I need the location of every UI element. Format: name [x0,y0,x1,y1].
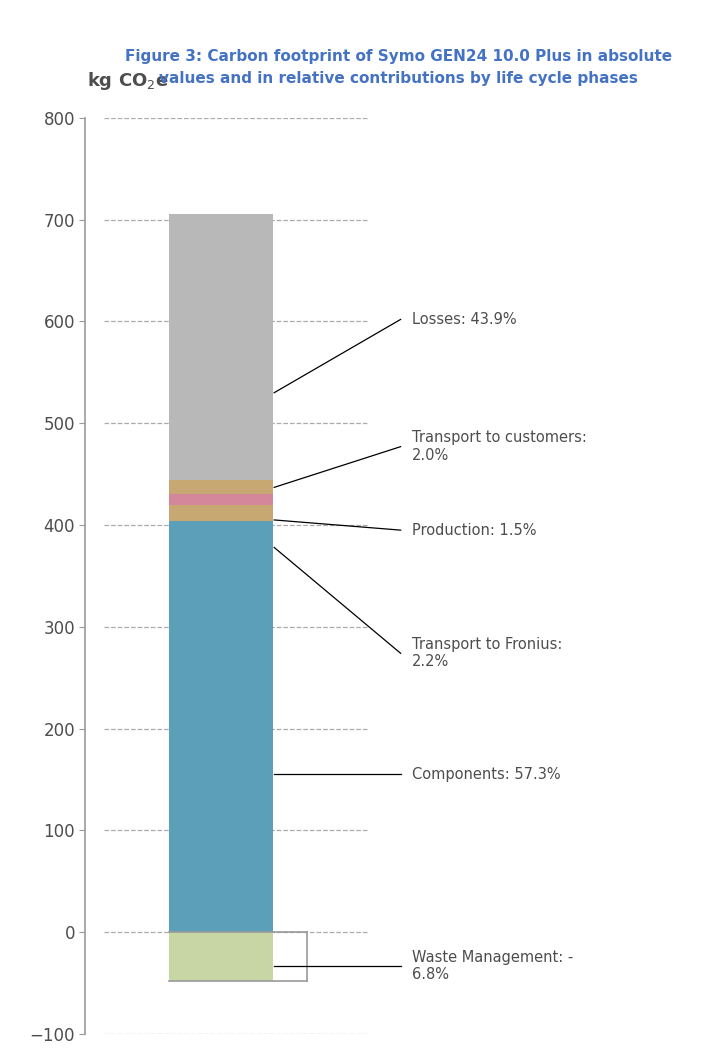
Text: Waste Management: -
6.8%: Waste Management: - 6.8% [412,950,573,982]
Text: Transport to customers:
2.0%: Transport to customers: 2.0% [412,430,587,463]
Text: Transport to Fronius:
2.2%: Transport to Fronius: 2.2% [412,637,562,670]
Bar [169,480,273,494]
Bar [169,520,273,932]
Bar [169,214,273,480]
Bar [169,494,273,506]
Text: Production: 1.5%: Production: 1.5% [412,523,537,537]
Text: Components: 57.3%: Components: 57.3% [412,767,561,782]
Bar [169,932,273,982]
Text: Figure 3: Carbon footprint of Symo GEN24 10.0 Plus in absolute
values and in rel: Figure 3: Carbon footprint of Symo GEN24… [125,49,672,86]
Text: kg CO$_2$e: kg CO$_2$e [87,70,169,92]
Text: Losses: 43.9%: Losses: 43.9% [412,312,517,326]
Bar [169,506,273,520]
